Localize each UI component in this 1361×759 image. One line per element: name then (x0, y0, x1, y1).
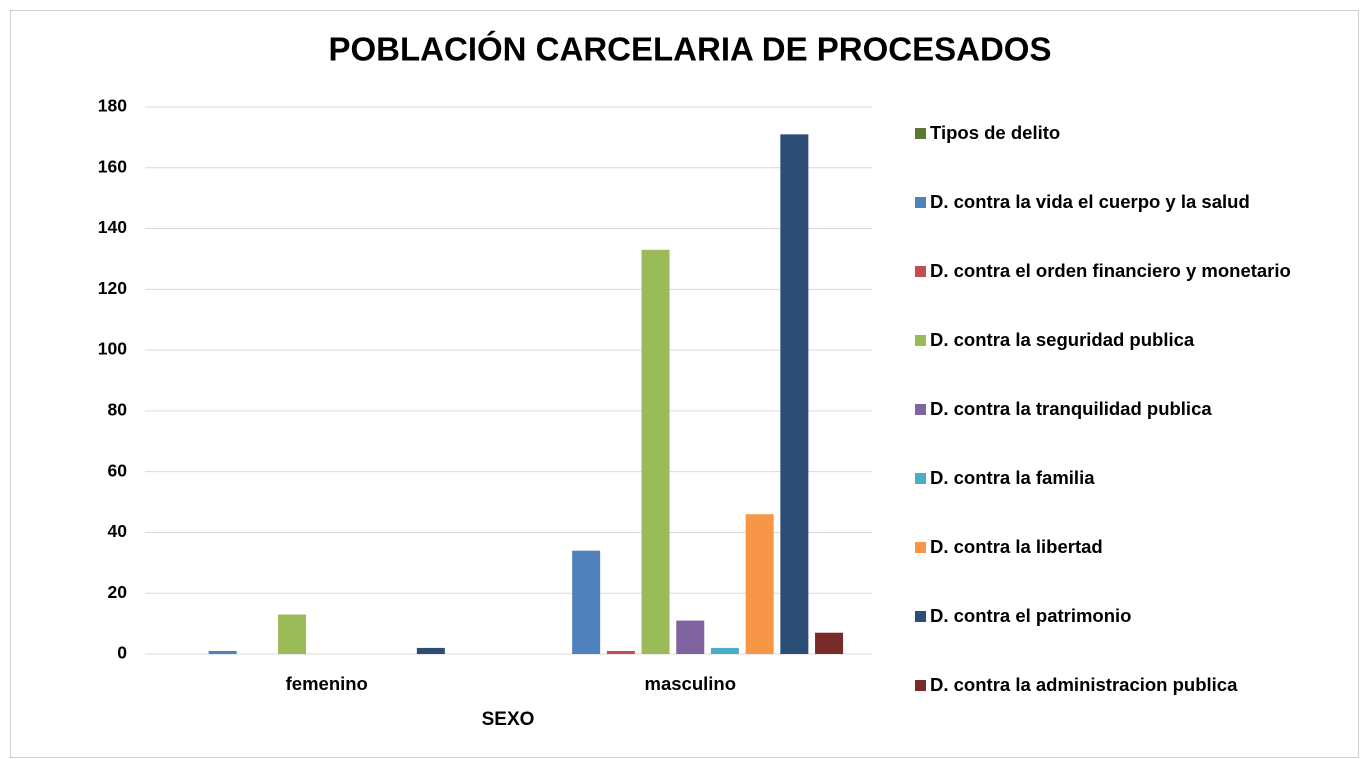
legend-item: Tipos de delito (915, 120, 1345, 146)
x-tick-label: masculino (645, 673, 737, 694)
y-tick-label: 80 (108, 400, 128, 420)
chart-title: POBLACIÓN CARCELARIA DE PROCESADOS (329, 31, 1052, 68)
legend-label: Tipos de delito (930, 122, 1061, 143)
bar (208, 650, 237, 654)
legend-label: D. contra el patrimonio (930, 605, 1132, 626)
y-tick-label: 100 (98, 339, 127, 359)
bar (710, 647, 739, 654)
legend-label: D. contra la libertad (930, 536, 1103, 557)
bar (815, 632, 844, 654)
legend-swatch (915, 197, 926, 208)
legend-item: D. contra el orden financiero y monetari… (915, 258, 1345, 284)
legend-item: D. contra la libertad (915, 534, 1345, 560)
y-tick-label: 180 (98, 96, 127, 116)
y-tick-label: 120 (98, 278, 127, 298)
bar (780, 134, 809, 655)
x-tick-label: femenino (286, 673, 368, 694)
legend-item: D. contra la seguridad publica (915, 327, 1345, 353)
y-tick-label: 140 (98, 217, 127, 237)
y-tick-label: 60 (108, 460, 128, 480)
bar (572, 550, 601, 654)
legend-swatch (915, 335, 926, 346)
bar (676, 620, 705, 654)
legend-label: D. contra la seguridad publica (930, 329, 1195, 350)
legend-label: D. contra la administracion publica (930, 674, 1238, 695)
legend-item: D. contra la vida el cuerpo y la salud (915, 189, 1345, 215)
legend-item: D. contra el patrimonio (915, 603, 1345, 629)
legend-swatch (915, 680, 926, 691)
legend-item: D. contra la familia (915, 465, 1345, 491)
bar (641, 249, 670, 655)
bar (278, 614, 307, 654)
legend-label: D. contra la familia (930, 467, 1095, 488)
legend-swatch (915, 128, 926, 139)
legend-label: D. contra la tranquilidad publica (930, 398, 1212, 419)
legend-swatch (915, 611, 926, 622)
legend-label: D. contra la vida el cuerpo y la salud (930, 191, 1250, 212)
bar (606, 650, 635, 654)
bar (416, 647, 445, 654)
y-tick-label: 20 (108, 582, 128, 602)
legend-swatch (915, 266, 926, 277)
legend-item: D. contra la administracion publica (915, 672, 1345, 698)
legend-swatch (915, 542, 926, 553)
y-tick-label: 160 (98, 156, 127, 176)
bar (745, 514, 774, 654)
y-tick-label: 40 (108, 521, 128, 541)
y-tick-label: 0 (117, 643, 127, 663)
legend-swatch (915, 404, 926, 415)
legend-label: D. contra el orden financiero y monetari… (930, 260, 1291, 281)
legend-swatch (915, 473, 926, 484)
x-axis-label: SEXO (482, 709, 535, 730)
legend-item: D. contra la tranquilidad publica (915, 396, 1345, 422)
